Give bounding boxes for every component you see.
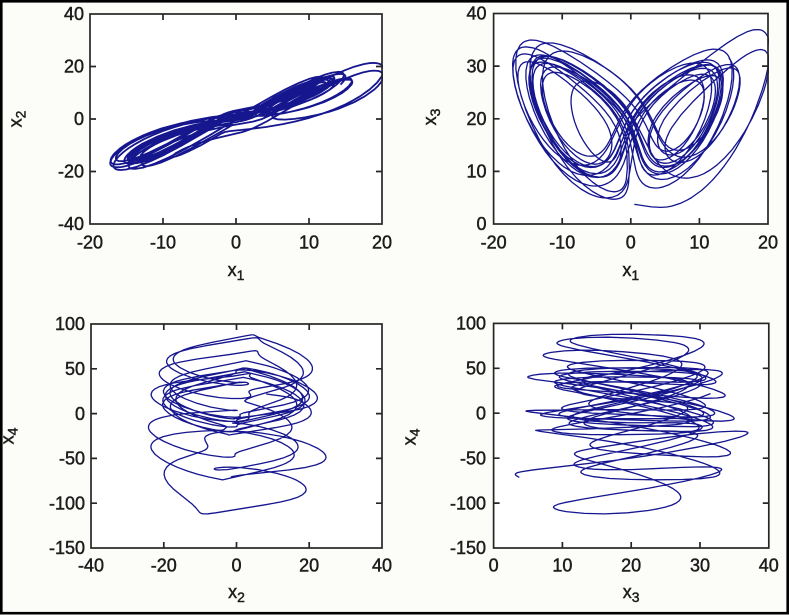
svg-text:20: 20 (466, 109, 486, 129)
svg-text:-20: -20 (481, 233, 507, 253)
svg-text:-150: -150 (49, 538, 85, 558)
svg-text:0: 0 (476, 403, 486, 423)
svg-text:50: 50 (65, 359, 85, 379)
svg-text:20: 20 (758, 233, 778, 253)
svg-text:x4: x4 (0, 427, 21, 444)
svg-text:10: 10 (689, 233, 709, 253)
svg-text:-100: -100 (450, 493, 486, 513)
svg-text:20: 20 (372, 233, 392, 253)
svg-text:0: 0 (476, 214, 486, 234)
svg-text:-20: -20 (151, 556, 177, 576)
svg-text:-10: -10 (150, 233, 176, 253)
svg-text:0: 0 (75, 404, 85, 424)
svg-text:10: 10 (466, 162, 486, 182)
svg-text:0: 0 (231, 233, 241, 253)
svg-text:10: 10 (552, 556, 572, 576)
svg-text:40: 40 (466, 4, 486, 24)
svg-text:40: 40 (64, 4, 84, 24)
svg-text:-150: -150 (450, 538, 486, 558)
svg-text:40: 40 (759, 556, 779, 576)
svg-text:50: 50 (466, 359, 486, 379)
svg-text:0: 0 (231, 556, 241, 576)
svg-text:-100: -100 (49, 493, 85, 513)
svg-text:0: 0 (489, 556, 499, 576)
svg-text:10: 10 (299, 233, 319, 253)
svg-text:20: 20 (621, 556, 641, 576)
svg-text:0: 0 (626, 233, 636, 253)
svg-text:-40: -40 (78, 556, 104, 576)
svg-text:100: 100 (55, 314, 85, 334)
svg-text:-10: -10 (549, 233, 575, 253)
svg-text:30: 30 (466, 56, 486, 76)
svg-text:-20: -20 (58, 162, 84, 182)
svg-text:-40: -40 (58, 214, 84, 234)
svg-text:20: 20 (64, 57, 84, 77)
svg-text:-50: -50 (59, 449, 85, 469)
svg-text:20: 20 (299, 556, 319, 576)
svg-text:30: 30 (690, 556, 710, 576)
svg-text:100: 100 (456, 314, 486, 334)
svg-text:40: 40 (372, 556, 392, 576)
svg-text:0: 0 (74, 109, 84, 129)
svg-text:-50: -50 (460, 448, 486, 468)
svg-text:x3: x3 (420, 108, 443, 125)
svg-text:-20: -20 (77, 233, 103, 253)
